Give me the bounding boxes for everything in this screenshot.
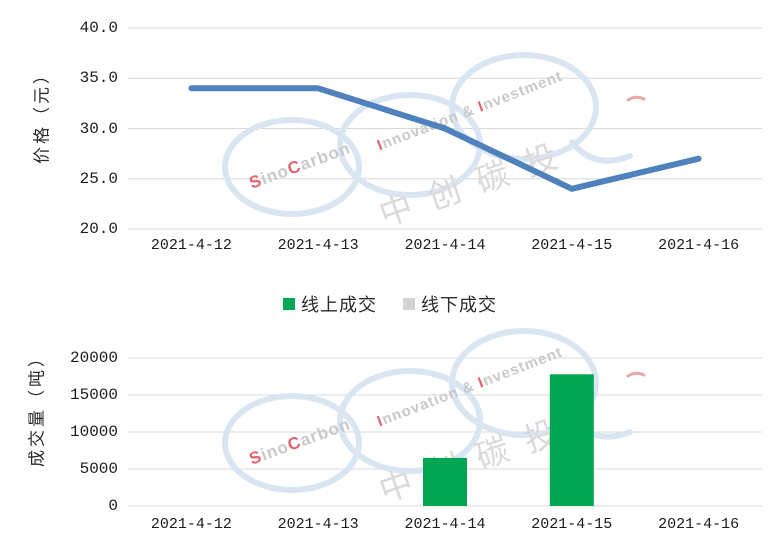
watermark-tagline-part: I <box>475 97 487 116</box>
volume-ytick-label: 15000 <box>69 386 118 404</box>
watermark-brand-part: arbon <box>297 138 354 175</box>
watermark-brand-part: ino <box>258 436 292 465</box>
watermark-tagline: Innovation & Investment <box>375 344 565 431</box>
watermark-tagline-part: nnovation <box>379 381 466 429</box>
watermark-rings-icon <box>222 52 646 217</box>
watermark-tagline-part: I <box>374 136 386 155</box>
watermark-brand-part: S <box>246 170 265 193</box>
watermark: SinoCarbon Innovation & Investment 中创碳投 <box>0 30 780 280</box>
volume-ytick-label: 10000 <box>69 423 118 441</box>
price-date-label: 2021-4-16 <box>658 237 740 254</box>
watermark-brand-part: arbon <box>297 414 354 451</box>
watermark-cjk: 中创碳投 <box>374 130 580 235</box>
legend: 线上成交 线下成交 <box>0 291 780 317</box>
price-ytick-label: 20.0 <box>79 220 118 238</box>
watermark-brand: SinoCarbon <box>247 138 354 193</box>
price-ytick-label: 30.0 <box>79 119 118 138</box>
watermark-tagline-part: nvestment <box>480 67 566 114</box>
watermark-brand: SinoCarbon <box>247 414 354 469</box>
watermark-rings-icon <box>222 328 646 493</box>
legend-item-online: 线上成交 <box>283 291 377 317</box>
watermark-brand-part: S <box>246 446 265 469</box>
volume-bar-2021-4-14 <box>423 457 467 506</box>
volume-ytick-label: 20000 <box>69 349 118 367</box>
price-ytick-label: 35.0 <box>79 69 118 88</box>
volume-axis-title: 成交量（吨） <box>27 347 48 467</box>
watermark-tagline-part: I <box>475 373 487 392</box>
legend-item-offline: 线下成交 <box>403 291 497 317</box>
price-date-label: 2021-4-13 <box>277 237 359 254</box>
watermark: SinoCarbon Innovation & Investment 中创碳投 <box>0 306 780 556</box>
price-date-label: 2021-4-12 <box>150 237 232 254</box>
offline-legend-label: 线下成交 <box>421 295 497 316</box>
watermark-tagline-part: nvestment <box>480 343 566 390</box>
watermark-tagline: Innovation & Investment <box>375 68 565 155</box>
price-ytick-label: 25.0 <box>79 169 118 188</box>
watermark-tagline-part: & <box>459 375 482 398</box>
price-date-label: 2021-4-14 <box>404 237 486 254</box>
volume-bar-2021-4-15 <box>549 374 594 506</box>
online-legend-swatch-icon <box>283 298 295 310</box>
watermark-tagline-part: & <box>459 99 482 122</box>
watermark-tagline-part: nnovation <box>379 105 466 153</box>
offline-legend-swatch-icon <box>403 298 415 310</box>
watermark-cjk: 中创碳投 <box>374 406 580 511</box>
volume-date-label: 2021-4-14 <box>404 516 486 533</box>
price-line <box>188 85 702 192</box>
volume-date-label: 2021-4-12 <box>150 516 232 533</box>
price-axis-title: 价格（元） <box>32 64 53 164</box>
volume-date-label: 2021-4-15 <box>531 516 613 533</box>
volume-date-label: 2021-4-13 <box>277 516 359 533</box>
price-date-label: 2021-4-15 <box>531 237 613 254</box>
watermark-brand-part: C <box>284 156 304 179</box>
watermark-brand-part: ino <box>258 160 292 189</box>
online-legend-label: 线上成交 <box>301 295 377 316</box>
price-ytick-label: 40.0 <box>79 19 118 37</box>
volume-date-label: 2021-4-16 <box>658 516 740 533</box>
volume-ytick-label: 0 <box>108 497 118 515</box>
watermark-tagline-part: I <box>374 412 386 431</box>
watermark-brand-part: C <box>284 432 304 455</box>
volume-ytick-label: 5000 <box>79 460 118 478</box>
